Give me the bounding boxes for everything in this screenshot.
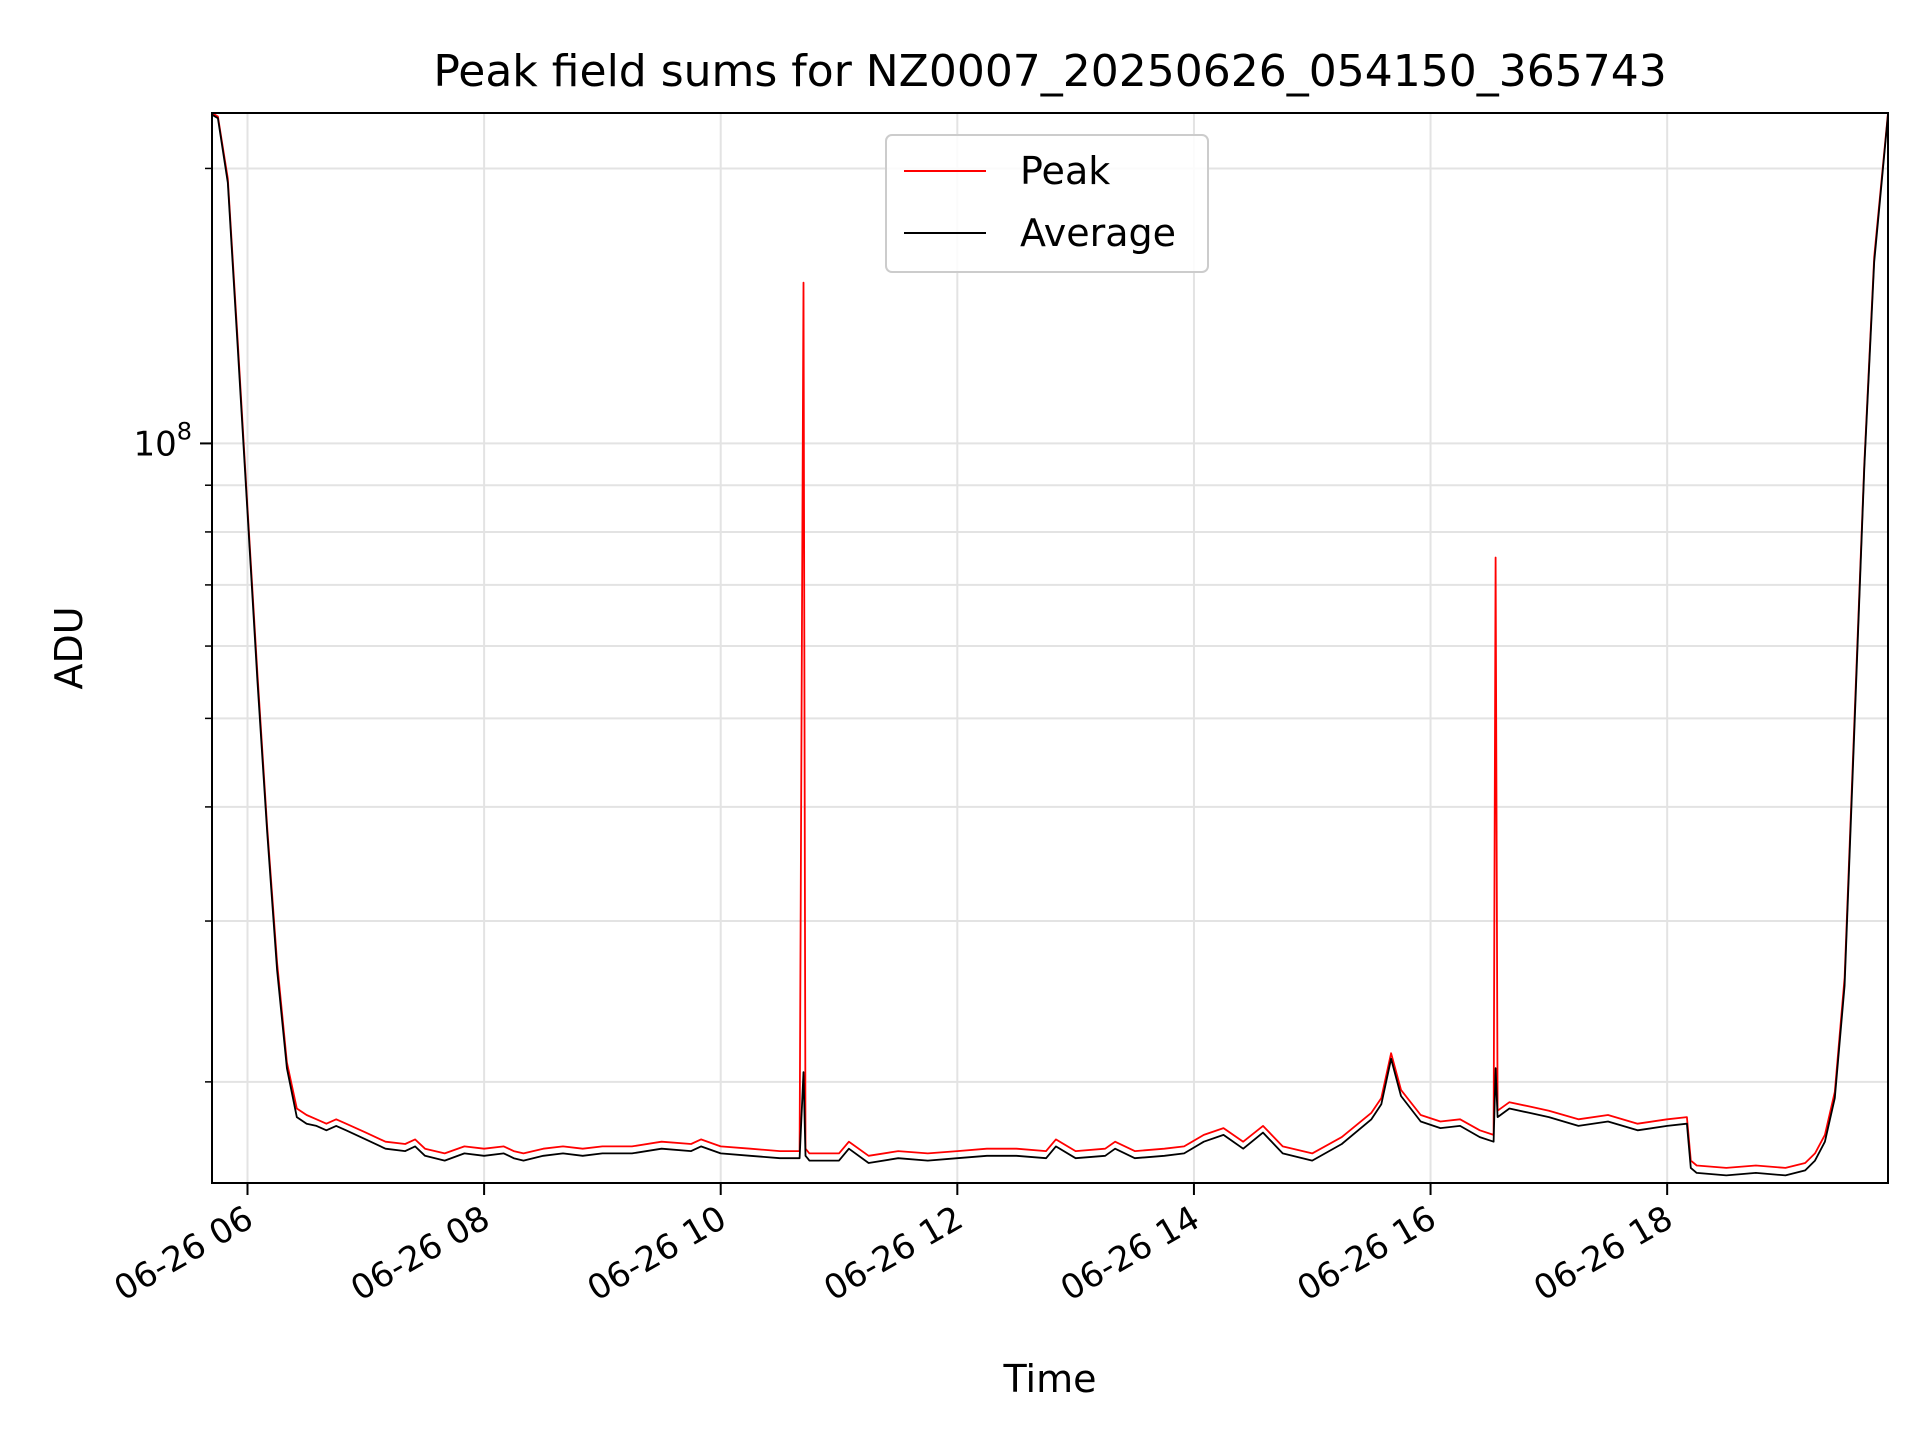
x-axis-label: Time — [1003, 1357, 1097, 1401]
grid — [212, 113, 1888, 1183]
series-lines — [211, 112, 1889, 1177]
series-line-peak — [211, 112, 1889, 1169]
chart-title: Peak field sums for NZ0007_20250626_0541… — [433, 46, 1666, 97]
y-tick-label: 108 — [133, 417, 192, 464]
series-line-average — [211, 113, 1889, 1177]
legend-label-average: Average — [1020, 211, 1176, 255]
legend-box — [885, 134, 1209, 273]
plot-frame — [211, 112, 1889, 1184]
y-axis-label: ADU — [47, 606, 91, 689]
legend-label-peak: Peak — [1020, 149, 1110, 193]
legend: Peak Average — [885, 134, 1209, 273]
